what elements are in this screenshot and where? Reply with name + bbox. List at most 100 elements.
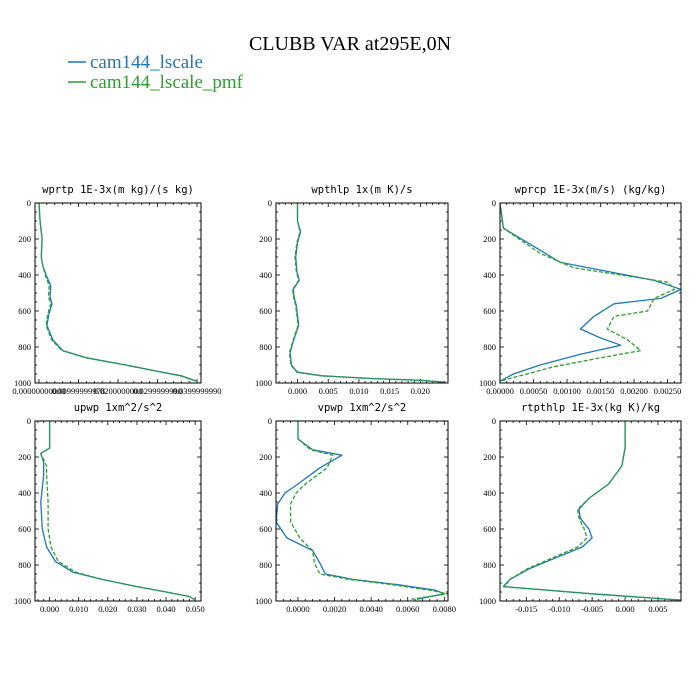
- y-tick-label-5-2: 400: [483, 488, 496, 498]
- y-tick-label-3-2: 400: [18, 488, 31, 498]
- x-tick-label-0-0: 0.00000000000: [12, 386, 65, 396]
- y-tick-label-5-4: 800: [483, 560, 496, 570]
- y-tick-label-2-3: 600: [483, 306, 496, 316]
- x-tick-label-1-1: 0.005: [319, 386, 338, 396]
- x-tick-label-5-3: 0.000: [615, 604, 634, 614]
- y-tick-label-4-0: 0: [268, 416, 272, 426]
- y-tick-label-4-4: 800: [259, 560, 272, 570]
- y-tick-label-3-5: 1000: [14, 596, 31, 606]
- y-tick-label-4-1: 200: [259, 452, 272, 462]
- y-tick-label-1-3: 600: [259, 306, 272, 316]
- x-tick-label-2-2: 0.00100: [553, 386, 581, 396]
- x-tick-label-0-1: 0.00999999978: [52, 386, 105, 396]
- x-tick-label-2-5: 0.00250: [654, 386, 682, 396]
- chart-panel-3: upwp 1xm^2/s^2 0 200 400 600 800 1000 0.000 0.01…: [14, 402, 205, 614]
- y-tick-label-3-1: 200: [18, 452, 31, 462]
- panel-frame-4: [275, 420, 449, 602]
- x-tick-label-2-0: 0.00000: [486, 386, 514, 396]
- figure-title: CLUBB VAR at295E,0N: [249, 33, 451, 55]
- panel-frame-3: [34, 420, 202, 602]
- x-tick-label-5-1: -0.010: [548, 604, 570, 614]
- x-tick-label-4-0: 0.0000: [286, 604, 309, 614]
- series-line-3-0: [40, 421, 196, 601]
- legend: cam144_lscale cam144_lscale_pmf: [68, 52, 244, 93]
- y-tick-label-0-0: 0: [27, 198, 31, 208]
- y-tick-label-0-3: 600: [18, 306, 31, 316]
- y-tick-label-2-4: 800: [483, 342, 496, 352]
- y-tick-label-4-2: 400: [259, 488, 272, 498]
- series-line-4-0: [276, 421, 445, 600]
- y-tick-label-1-0: 0: [268, 198, 272, 208]
- y-tick-label-5-0: 0: [492, 416, 496, 426]
- x-tick-label-4-3: 0.0060: [396, 604, 419, 614]
- x-tick-label-3-5: 0.050: [186, 604, 205, 614]
- x-tick-label-1-3: 0.015: [380, 386, 399, 396]
- y-tick-label-0-1: 200: [18, 234, 31, 244]
- y-tick-label-1-5: 1000: [255, 378, 272, 388]
- y-tick-label-2-5: 1000: [479, 378, 496, 388]
- chart-panel-4: vpwp 1xm^2/s^2 0 200 400 600 800 1000 0.0000 0.0…: [255, 402, 456, 614]
- series-line-5-1: [503, 421, 681, 601]
- x-tick-label-0-4: 0.0399999990: [173, 386, 222, 396]
- chart-panel-1: wpthlp 1x(m K)/s 0 200 400 600 800 1000 0.000 0.…: [255, 184, 449, 396]
- y-tick-label-1-2: 400: [259, 270, 272, 280]
- panel-title-3: upwp 1xm^2/s^2: [74, 402, 163, 414]
- y-tick-label-3-4: 800: [18, 560, 31, 570]
- y-tick-label-0-4: 800: [18, 342, 31, 352]
- y-tick-label-2-1: 200: [483, 234, 496, 244]
- y-tick-label-3-3: 600: [18, 524, 31, 534]
- series-line-2-1: [500, 203, 675, 382]
- panel-title-1: wpthlp 1x(m K)/s: [311, 184, 412, 196]
- y-tick-label-5-1: 200: [483, 452, 496, 462]
- series-line-0-1: [38, 203, 197, 382]
- panel-frame-1: [275, 202, 449, 384]
- x-tick-label-5-0: -0.015: [515, 604, 537, 614]
- y-tick-label-2-2: 400: [483, 270, 496, 280]
- y-tick-label-0-2: 400: [18, 270, 31, 280]
- x-tick-label-3-3: 0.030: [127, 604, 146, 614]
- panel-frame-5: [499, 420, 682, 602]
- legend-label-0: cam144_lscale: [90, 52, 203, 73]
- x-tick-label-0-2: 0.0200000000: [94, 386, 143, 396]
- chart-panels: wprtp 1E-3x(m kg)/(s kg) 0 200 400 600 800 100…: [12, 184, 682, 614]
- y-tick-label-4-5: 1000: [255, 596, 272, 606]
- y-tick-label-0-5: 1000: [14, 378, 31, 388]
- x-tick-label-1-4: 0.020: [411, 386, 430, 396]
- x-tick-label-4-1: 0.0020: [323, 604, 346, 614]
- x-tick-label-2-3: 0.00150: [587, 386, 615, 396]
- panel-title-0: wprtp 1E-3x(m kg)/(s kg): [42, 184, 194, 196]
- x-tick-label-3-4: 0.040: [156, 604, 175, 614]
- panel-title-4: vpwp 1xm^2/s^2: [318, 402, 407, 414]
- x-tick-label-2-1: 0.00050: [520, 386, 548, 396]
- chart-panel-0: wprtp 1E-3x(m kg)/(s kg) 0 200 400 600 800 100…: [12, 184, 221, 396]
- series-line-3-1: [40, 421, 196, 601]
- x-tick-label-5-2: -0.005: [581, 604, 603, 614]
- panel-frame-0: [34, 202, 202, 384]
- x-tick-label-4-4: 0.0080: [433, 604, 456, 614]
- x-tick-label-1-0: 0.000: [288, 386, 307, 396]
- panel-frame-2: [499, 202, 682, 384]
- y-tick-label-1-1: 200: [259, 234, 272, 244]
- y-tick-label-1-4: 800: [259, 342, 272, 352]
- chart-panel-5: rtpthlp 1E-3x(kg K)/kg 0 200 400 600 800 1000 -…: [479, 402, 682, 614]
- legend-label-1: cam144_lscale_pmf: [90, 72, 244, 93]
- x-tick-label-0-3: 0.0299999990: [133, 386, 182, 396]
- y-tick-label-5-5: 1000: [479, 596, 496, 606]
- x-tick-label-4-2: 0.0040: [359, 604, 382, 614]
- series-line-4-1: [289, 421, 448, 600]
- x-tick-label-2-4: 0.00200: [620, 386, 648, 396]
- panel-title-5: rtpthlp 1E-3x(kg K)/kg: [521, 402, 660, 414]
- y-tick-label-2-0: 0: [492, 198, 496, 208]
- series-line-1-1: [288, 203, 444, 383]
- y-tick-label-3-0: 0: [27, 416, 31, 426]
- x-tick-label-1-2: 0.010: [349, 386, 368, 396]
- x-tick-label-5-4: 0.005: [648, 604, 667, 614]
- x-tick-label-3-1: 0.010: [69, 604, 88, 614]
- x-tick-label-3-0: 0.000: [40, 604, 59, 614]
- y-tick-label-5-3: 600: [483, 524, 496, 534]
- y-tick-label-4-3: 600: [259, 524, 272, 534]
- panel-title-2: wprcp 1E-3x(m/s) (kg/kg): [515, 184, 667, 196]
- chart-panel-2: wprcp 1E-3x(m/s) (kg/kg) 0 200 400 600 800 100…: [479, 184, 682, 396]
